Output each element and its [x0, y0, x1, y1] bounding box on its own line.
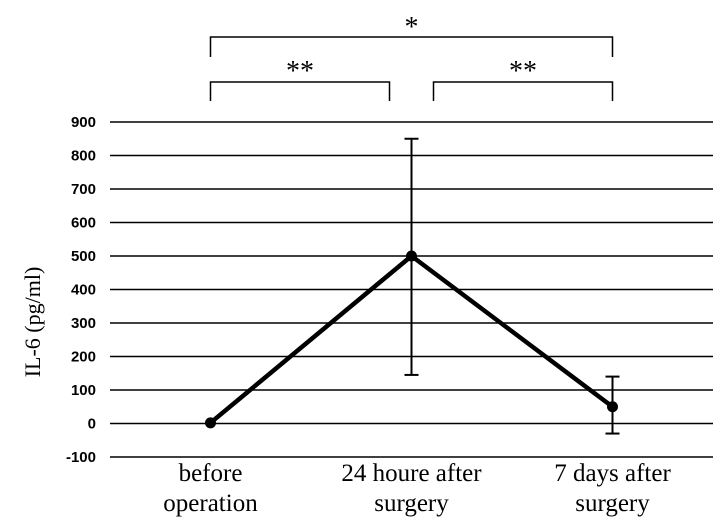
category-labels: before operation 24 houre after surgery 7 da… — [163, 460, 671, 517]
y-tick-label: -100 — [66, 449, 96, 466]
y-tick-label: 600 — [71, 215, 96, 232]
y-tick-label: 900 — [71, 114, 96, 131]
y-tick-labels: -100 0 100 200 300 400 500 600 700 800 900 — [66, 114, 96, 466]
significance-label: * — [405, 12, 419, 43]
category-label: surgery — [575, 490, 650, 517]
data-point — [406, 250, 417, 262]
category-label: surgery — [374, 490, 449, 517]
significance-bracket — [209, 81, 391, 101]
significance-label: ** — [286, 56, 314, 87]
category-label: 24 houre after — [341, 460, 482, 487]
y-tick-label: 500 — [71, 248, 96, 265]
data-point — [607, 401, 618, 413]
category-label: before — [179, 460, 243, 487]
y-tick-label: 300 — [71, 315, 96, 332]
significance-bracket — [432, 81, 614, 101]
category-label: 7 days after — [554, 460, 671, 487]
y-tick-label: 200 — [71, 349, 96, 366]
y-tick-label: 100 — [71, 382, 96, 399]
significance-bracket — [209, 36, 614, 57]
significance-label: ** — [509, 56, 537, 87]
data-point — [205, 417, 216, 429]
significance-brackets: *** ** — [209, 12, 614, 101]
y-tick-label: 700 — [71, 181, 96, 198]
y-tick-label: 400 — [71, 282, 96, 299]
data-points — [205, 250, 618, 429]
y-axis-label: IL-6 (pg/ml) — [20, 267, 45, 378]
y-tick-label: 800 — [71, 148, 96, 165]
category-label: operation — [163, 490, 258, 517]
y-tick-label: 0 — [88, 416, 96, 433]
